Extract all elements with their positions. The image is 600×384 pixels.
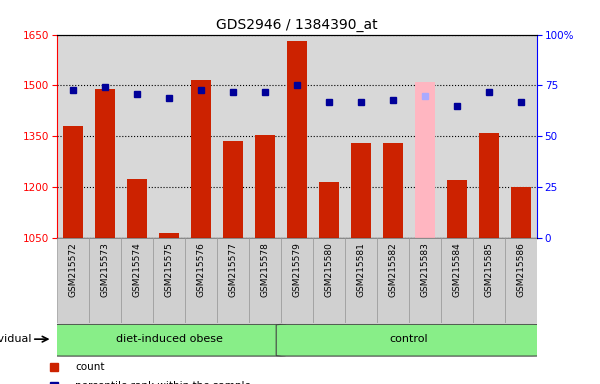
Title: GDS2946 / 1384390_at: GDS2946 / 1384390_at bbox=[216, 18, 378, 32]
Bar bbox=[57, 35, 89, 238]
Bar bbox=[281, 35, 313, 238]
Text: GSM215575: GSM215575 bbox=[164, 242, 173, 297]
Bar bbox=[57, 238, 89, 323]
Bar bbox=[448, 180, 467, 238]
Text: diet-induced obese: diet-induced obese bbox=[116, 334, 223, 344]
Bar bbox=[223, 141, 242, 238]
Bar bbox=[191, 80, 211, 238]
Bar bbox=[441, 35, 473, 238]
Bar bbox=[249, 238, 281, 323]
Bar bbox=[319, 182, 338, 238]
Bar bbox=[160, 233, 179, 238]
Text: GSM215576: GSM215576 bbox=[197, 242, 205, 297]
FancyBboxPatch shape bbox=[52, 324, 286, 356]
Bar bbox=[64, 126, 83, 238]
Text: GSM215582: GSM215582 bbox=[389, 242, 398, 297]
Bar bbox=[249, 35, 281, 238]
Bar bbox=[473, 35, 505, 238]
Text: percentile rank within the sample: percentile rank within the sample bbox=[75, 381, 251, 384]
Text: GSM215574: GSM215574 bbox=[133, 242, 142, 297]
Text: GSM215586: GSM215586 bbox=[517, 242, 526, 297]
Text: GSM215573: GSM215573 bbox=[101, 242, 110, 297]
Bar bbox=[505, 238, 537, 323]
Bar bbox=[377, 238, 409, 323]
Bar bbox=[313, 35, 345, 238]
Text: GSM215578: GSM215578 bbox=[260, 242, 269, 297]
Text: GSM215584: GSM215584 bbox=[452, 242, 461, 297]
Bar bbox=[415, 82, 434, 238]
Bar bbox=[153, 35, 185, 238]
Bar bbox=[127, 179, 146, 238]
Bar bbox=[409, 35, 441, 238]
Bar bbox=[313, 238, 345, 323]
Text: GSM215583: GSM215583 bbox=[421, 242, 430, 297]
Text: GSM215579: GSM215579 bbox=[293, 242, 302, 297]
Text: count: count bbox=[75, 362, 104, 372]
Bar bbox=[185, 35, 217, 238]
Bar bbox=[352, 143, 371, 238]
Bar bbox=[473, 238, 505, 323]
Bar bbox=[217, 35, 249, 238]
Bar bbox=[185, 238, 217, 323]
Bar bbox=[345, 238, 377, 323]
Bar bbox=[153, 238, 185, 323]
Bar bbox=[89, 238, 121, 323]
FancyBboxPatch shape bbox=[276, 324, 542, 356]
Bar bbox=[383, 143, 403, 238]
Bar bbox=[95, 89, 115, 238]
Bar bbox=[256, 135, 275, 238]
Bar bbox=[89, 35, 121, 238]
Bar bbox=[217, 238, 249, 323]
Bar bbox=[505, 35, 537, 238]
Text: GSM215572: GSM215572 bbox=[68, 242, 77, 297]
Text: GSM215580: GSM215580 bbox=[325, 242, 334, 297]
Bar bbox=[281, 238, 313, 323]
Bar bbox=[409, 238, 441, 323]
Bar bbox=[441, 238, 473, 323]
Text: control: control bbox=[389, 334, 428, 344]
Bar bbox=[511, 187, 530, 238]
Text: individual: individual bbox=[0, 334, 31, 344]
Bar bbox=[121, 35, 153, 238]
Bar bbox=[287, 41, 307, 238]
Text: GSM215585: GSM215585 bbox=[485, 242, 493, 297]
Bar bbox=[121, 238, 153, 323]
Bar bbox=[479, 133, 499, 238]
Bar bbox=[345, 35, 377, 238]
Text: GSM215581: GSM215581 bbox=[356, 242, 365, 297]
Bar bbox=[377, 35, 409, 238]
Text: GSM215577: GSM215577 bbox=[229, 242, 238, 297]
